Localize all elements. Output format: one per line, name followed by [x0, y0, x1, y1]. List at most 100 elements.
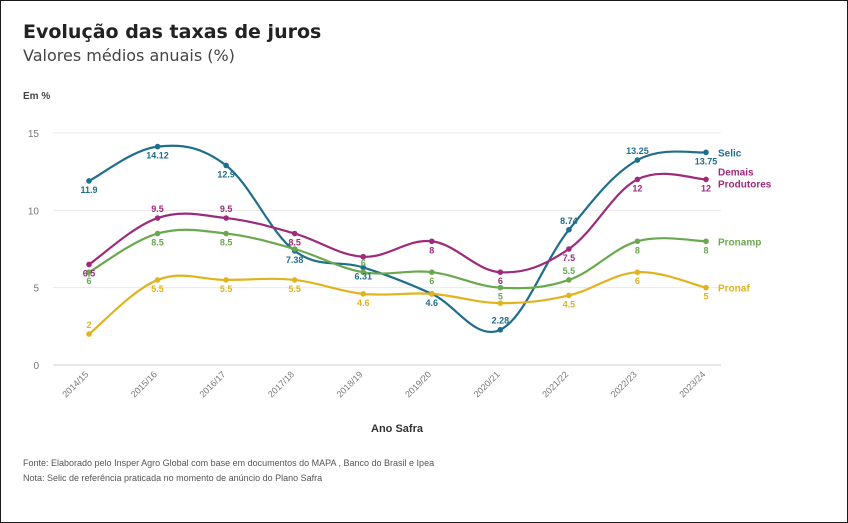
data-label-selic: 14.12 [146, 151, 169, 161]
data-label-demais-produtores: 8 [429, 245, 434, 255]
series-line-pronaf [88, 271, 707, 335]
data-point-demais-produtores [566, 246, 572, 252]
data-label-demais-produtores: 12 [632, 183, 642, 193]
data-label-pronamp: 5.5 [563, 266, 576, 276]
x-tick-label: 2022/23 [609, 369, 639, 399]
footnotes: Fonte: Elaborado pelo Insper Agro Global… [23, 456, 434, 486]
data-label-selic: 4.6 [426, 298, 439, 308]
data-point-pronaf [634, 269, 641, 276]
data-point-selic [360, 264, 367, 271]
data-label-pronamp: 8.5 [151, 238, 164, 248]
data-label-pronamp: 8.5 [220, 238, 233, 248]
data-point-demais-produtores [223, 215, 229, 221]
data-label-demais-produtores: 7.5 [563, 253, 576, 263]
data-point-pronaf [86, 331, 92, 337]
data-label-selic: 13.75 [695, 156, 718, 166]
data-point-pronamp [428, 269, 435, 276]
data-label-selic: 6.31 [354, 271, 372, 281]
series-label-selic: Selic [718, 148, 742, 159]
data-point-pronaf [291, 277, 298, 283]
series-line-demais-produtores [88, 172, 707, 274]
x-tick-label: 2021/22 [540, 369, 570, 399]
x-tick-label: 2019/20 [403, 369, 433, 399]
data-point-selic [154, 143, 161, 150]
series-label-pronamp: Pronamp [718, 237, 761, 248]
data-point-pronaf [223, 277, 229, 283]
data-point-pronaf [154, 277, 161, 283]
data-point-pronaf [566, 292, 572, 299]
y-axis-ticks: 0 5 10 15 [28, 129, 40, 372]
data-label-pronaf: 5.5 [220, 284, 233, 294]
data-point-selic [703, 149, 709, 156]
x-tick-label: 2015/16 [129, 369, 159, 399]
data-label-selic: 2.28 [492, 316, 510, 326]
data-label-selic: 11.9 [80, 185, 97, 195]
data-point-pronamp [223, 230, 229, 237]
series-line-pronamp [88, 228, 707, 290]
series-label-demais-produtores: Demais [718, 167, 754, 178]
x-tick-label: 2018/19 [335, 369, 365, 399]
series-points [86, 143, 709, 337]
data-label-pronamp: 8 [635, 245, 640, 255]
data-point-demais-produtores [634, 176, 641, 183]
chart-title: Evolução das taxas de juros [23, 21, 322, 43]
x-tick-label: 2014/15 [60, 369, 90, 399]
data-label-demais-produtores: 9.5 [220, 204, 233, 214]
data-label-demais-produtores: 6.5 [83, 268, 96, 278]
source-note: Fonte: Elaborado pelo Insper Agro Global… [23, 458, 435, 468]
data-point-selic [497, 326, 504, 333]
data-label-selic: 7.38 [286, 255, 304, 265]
data-point-pronaf [497, 300, 504, 306]
data-point-demais-produtores [428, 238, 435, 245]
data-label-demais-produtores: 6 [498, 276, 503, 286]
data-label-selic: 13.25 [626, 146, 649, 156]
data-label-pronaf: 4.5 [563, 299, 576, 309]
x-tick-label: 2023/24 [677, 369, 707, 399]
data-point-pronamp [291, 246, 298, 252]
data-point-pronamp [497, 284, 504, 291]
data-label-pronamp: 5 [498, 292, 503, 302]
data-point-selic [86, 178, 92, 184]
data-point-pronaf [703, 284, 709, 291]
series-line-selic [88, 144, 707, 333]
data-label-pronaf: 5.5 [151, 284, 164, 294]
data-label-pronamp: 6 [361, 258, 366, 268]
data-point-demais-produtores [291, 230, 298, 237]
data-label-pronaf: 4.6 [357, 298, 370, 308]
data-label-pronamp: 6 [86, 276, 91, 286]
data-label-selic: 8.74 [560, 216, 578, 226]
series-lines [88, 144, 707, 335]
data-label-selic: 12.9 [217, 169, 235, 179]
data-point-pronamp [86, 269, 92, 276]
data-point-demais-produtores [86, 261, 92, 268]
data-labels: 11.9 14.12 12.9 7.38 6.31 4.6 2.28 8.74 13.25 13.… [80, 146, 717, 330]
data-label-pronamp: 6 [429, 276, 434, 286]
data-point-selic [566, 227, 572, 233]
data-point-demais-produtores [360, 253, 367, 260]
data-label-pronaf: 5 [703, 292, 708, 302]
data-label-demais-produtores: 9.5 [151, 204, 164, 214]
data-label-pronaf: 2 [86, 320, 91, 330]
data-point-pronaf [360, 291, 367, 297]
data-label-pronaf: 6 [635, 276, 640, 286]
data-point-demais-produtores [703, 176, 709, 183]
data-label-pronaf: 5.5 [288, 284, 301, 294]
y-tick-label: 10 [28, 206, 40, 217]
series-label-pronaf: Pronaf [718, 284, 750, 295]
x-tick-label: 2020/21 [472, 369, 502, 399]
x-tick-label: 2016/17 [197, 369, 227, 399]
y-unit-label: Em % [23, 91, 51, 102]
data-label-demais-produtores: 12 [701, 183, 711, 193]
data-point-demais-produtores [497, 269, 504, 276]
x-axis-ticks: 2014/15 2015/16 2016/17 2017/18 2018/19 2019/… [60, 369, 707, 399]
x-axis-title: Ano Safra [371, 423, 424, 435]
data-point-pronamp [703, 238, 709, 245]
series-label-demais-produtores: Produtores [718, 179, 772, 190]
data-point-selic [634, 157, 641, 163]
y-tick-label: 0 [33, 361, 39, 372]
data-point-selic [223, 162, 229, 169]
data-label-pronamp: 8 [703, 245, 708, 255]
